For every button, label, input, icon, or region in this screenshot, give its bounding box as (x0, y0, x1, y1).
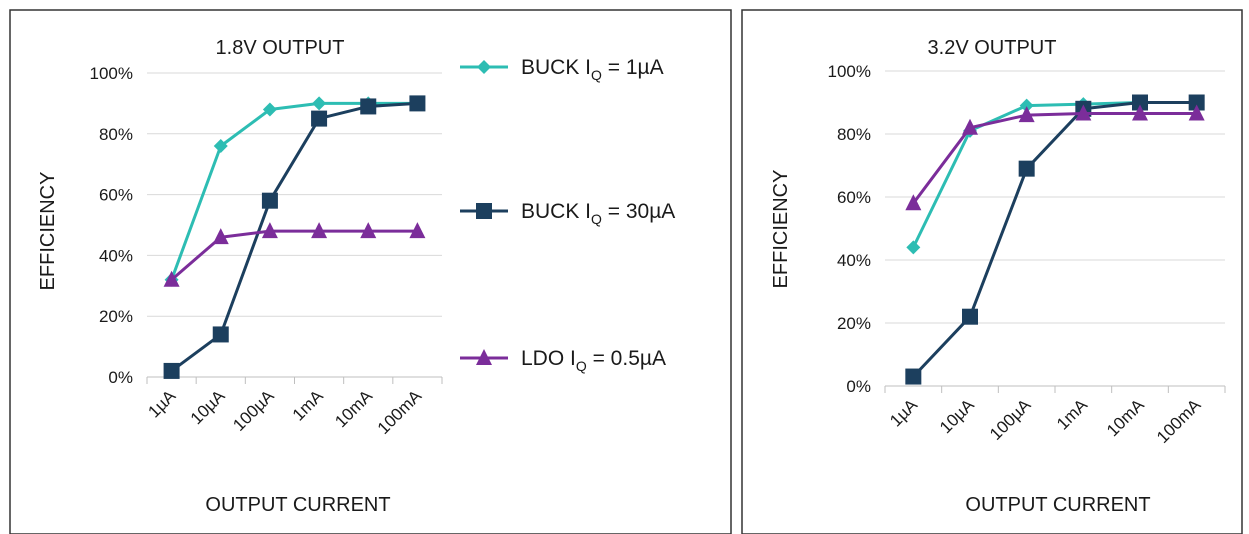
series-line-buck-30ua (912, 101, 1197, 378)
series-line-buck-1ua (911, 101, 1197, 249)
square-marker (905, 368, 922, 385)
legend-label: BUCK IQ = 1µA (521, 56, 664, 83)
triangle-marker (962, 118, 978, 135)
legend-label: LDO IQ = 0.5µA (521, 347, 666, 374)
square-marker (163, 362, 180, 379)
x-tick-label: 10µA (936, 395, 978, 437)
triangle-marker (163, 270, 180, 287)
x-tick-label: 1mA (1053, 395, 1092, 434)
triangle-marker-icon (476, 349, 492, 365)
y-tick-label: 60% (99, 186, 133, 205)
square-marker (360, 98, 377, 115)
diamond-marker-icon (477, 60, 491, 74)
series-line-buck-1ua (170, 101, 418, 281)
y-axis-label-right: EFFICIENCY (770, 170, 792, 289)
y-tick-label: 40% (99, 246, 133, 265)
x-tick-label: 100mA (1153, 395, 1205, 447)
square-marker (1188, 94, 1205, 111)
square-marker (212, 326, 229, 343)
x-tick-label: 1mA (289, 386, 328, 425)
triangle-marker (1018, 106, 1035, 123)
y-axis-label-left: EFFICIENCY (37, 172, 59, 291)
legend-label: BUCK IQ = 30µA (521, 200, 675, 227)
square-marker (311, 110, 328, 127)
y-tick-label: 0% (846, 377, 871, 396)
legend: BUCK IQ = 1µA BUCK IQ = 30µA LDO IQ = 0.… (460, 56, 675, 374)
x-tick-label: 1µA (886, 395, 922, 431)
diamond-marker (213, 138, 228, 153)
plot-area-left: 0% 20% 40% 60% 80% 100% 1µA 10µA 100µA 1mA 10mA100… (90, 64, 443, 438)
x-tick-label: 100µA (986, 395, 1035, 444)
diamond-marker (906, 240, 921, 255)
panel-left-border (9, 9, 732, 534)
panel-right-border (741, 9, 1243, 534)
x-axis-label-right: OUTPUT CURRENT (965, 494, 1150, 516)
x-tick-label: 10µA (187, 386, 229, 428)
y-tick-label: 80% (837, 125, 871, 144)
triangle-marker (1188, 104, 1205, 121)
square-marker-icon (476, 203, 492, 219)
square-marker (1132, 94, 1148, 111)
legend-item-ldo-05ua: LDO IQ = 0.5µA (460, 347, 666, 374)
triangle-marker (409, 222, 426, 239)
y-tick-label: 100% (90, 64, 133, 83)
x-tick-label: 10mA (1103, 395, 1148, 440)
triangle-marker (1132, 104, 1148, 121)
y-tick-label: 100% (828, 62, 871, 81)
x-tick-label: 10mA (331, 386, 376, 431)
diamond-marker (262, 102, 277, 117)
legend-item-buck-30ua: BUCK IQ = 30µA (460, 200, 675, 227)
y-tick-label: 80% (99, 125, 133, 144)
y-tick-label: 20% (837, 314, 871, 333)
x-axis-label-left: OUTPUT CURRENT (205, 494, 390, 516)
x-tick-label: 100µA (229, 386, 278, 435)
square-marker (261, 192, 278, 209)
square-marker (1018, 160, 1035, 177)
legend-item-buck-1ua: BUCK IQ = 1µA (460, 56, 664, 83)
chart-title-left: 1.8V OUTPUT (216, 37, 345, 59)
x-tick-label: 100mA (374, 386, 426, 438)
x-tick-label: 1µA (144, 386, 180, 422)
series-line-ldo-05ua (170, 229, 418, 281)
chart-title-right: 3.2V OUTPUT (928, 37, 1057, 59)
y-tick-label: 20% (99, 307, 133, 326)
triangle-marker (905, 194, 922, 211)
square-marker (962, 308, 978, 325)
diamond-marker (1019, 98, 1034, 113)
triangle-marker (1075, 104, 1092, 121)
y-tick-label: 0% (108, 368, 133, 387)
y-tick-label: 40% (837, 251, 871, 270)
square-marker (409, 95, 426, 112)
triangle-marker (212, 228, 229, 245)
series-line-buck-30ua (170, 101, 418, 373)
triangle-marker (360, 222, 377, 239)
triangle-marker (311, 222, 328, 239)
series-line-ldo-05ua (912, 112, 1197, 205)
plot-area-right: 0% 20% 40% 60% 80% 100% 1µA 10µA 100µA 1mA 10mA 100… (828, 62, 1226, 447)
diamond-marker (312, 96, 327, 111)
y-tick-label: 60% (837, 188, 871, 207)
triangle-marker (261, 222, 278, 239)
